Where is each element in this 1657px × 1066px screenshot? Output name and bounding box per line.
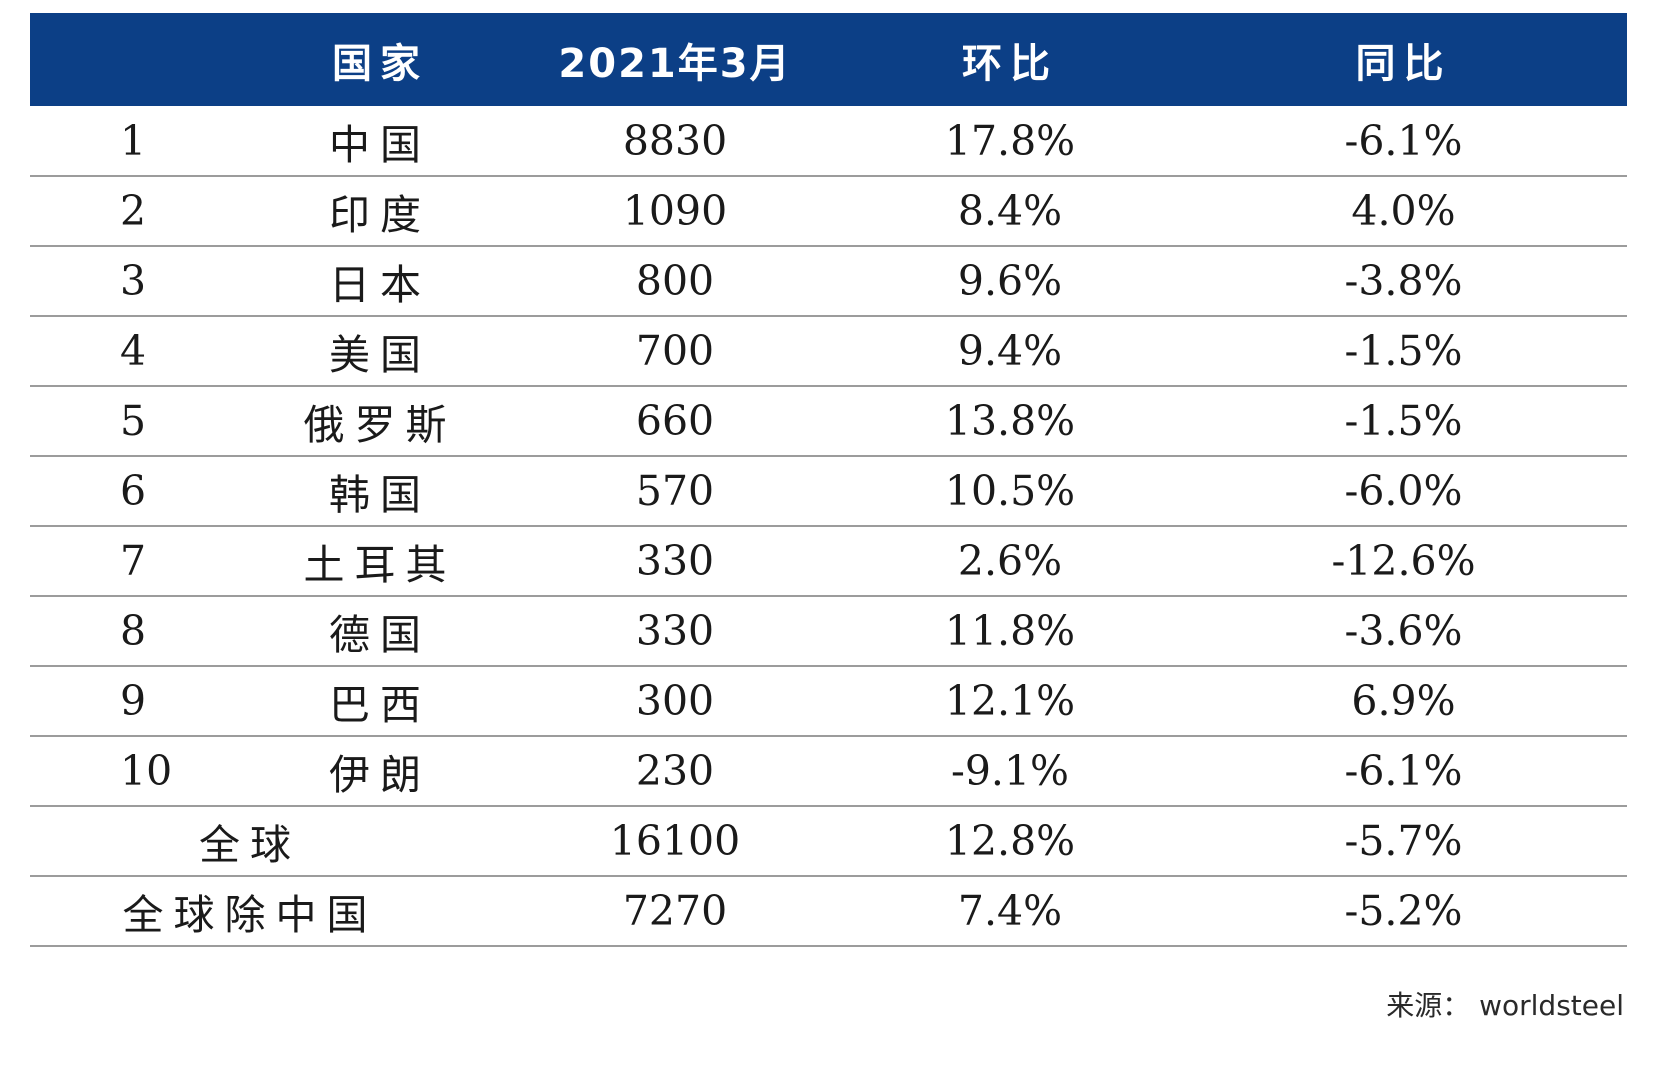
mom-cell: 17.8% (840, 106, 1180, 177)
table-body: 1 中国 8830 17.8% -6.1% 2 印度 1090 8.4% 4.0… (30, 106, 1627, 947)
header-row: 国家 2021年3月 环比 同比 (30, 13, 1627, 106)
rank-cell: 2 (30, 176, 250, 247)
header-country: 国家 (332, 40, 428, 87)
yoy-cell: -5.7% (1180, 806, 1627, 877)
volume-cell: 330 (510, 596, 840, 667)
table-row: 2 印度 1090 8.4% 4.0% (30, 176, 1627, 247)
summary-label-cell: 全球 (30, 806, 510, 877)
rank-cell: 5 (30, 386, 250, 457)
volume-cell: 570 (510, 456, 840, 527)
rank-cell: 6 (30, 456, 250, 527)
table-row: 8 德国 330 11.8% -3.6% (30, 596, 1627, 667)
header-mom: 环比 (962, 40, 1058, 87)
table-row: 4 美国 700 9.4% -1.5% (30, 316, 1627, 387)
volume-cell: 330 (510, 526, 840, 597)
mom-cell: 10.5% (840, 456, 1180, 527)
mom-cell: -9.1% (840, 736, 1180, 807)
volume-cell: 230 (510, 736, 840, 807)
yoy-cell: 4.0% (1180, 176, 1627, 247)
country-cell: 中国 (250, 106, 510, 177)
table-row: 5 俄罗斯 660 13.8% -1.5% (30, 386, 1627, 457)
country-cell: 伊朗 (250, 736, 510, 807)
volume-cell: 800 (510, 246, 840, 317)
country-cell: 韩国 (250, 456, 510, 527)
table-row: 9 巴西 300 12.1% 6.9% (30, 666, 1627, 737)
country-cell: 美国 (250, 316, 510, 387)
summary-row: 全球除中国 7270 7.4% -5.2% (30, 876, 1627, 947)
yoy-cell: -1.5% (1180, 386, 1627, 457)
summary-row: 全球 16100 12.8% -5.7% (30, 806, 1627, 877)
volume-cell: 7270 (510, 876, 840, 947)
header-yoy: 同比 (1355, 40, 1452, 87)
mom-cell: 11.8% (840, 596, 1180, 667)
volume-cell: 16100 (510, 806, 840, 877)
rank-cell: 3 (30, 246, 250, 317)
yoy-cell: -1.5% (1180, 316, 1627, 387)
table-row: 10 伊朗 230 -9.1% -6.1% (30, 736, 1627, 807)
volume-cell: 700 (510, 316, 840, 387)
yoy-cell: -3.6% (1180, 596, 1627, 667)
summary-label-cell: 全球除中国 (30, 876, 510, 947)
rank-cell: 8 (30, 596, 250, 667)
mom-cell: 12.1% (840, 666, 1180, 737)
mom-cell: 9.4% (840, 316, 1180, 387)
yoy-cell: -3.8% (1180, 246, 1627, 317)
mom-cell: 7.4% (840, 876, 1180, 947)
mom-cell: 12.8% (840, 806, 1180, 877)
volume-cell: 8830 (510, 106, 840, 177)
rank-cell: 7 (30, 526, 250, 597)
rank-cell: 9 (30, 666, 250, 737)
country-cell: 印度 (250, 176, 510, 247)
yoy-cell: 6.9% (1180, 666, 1627, 737)
header-volume: 2021年3月 (558, 40, 792, 87)
country-cell: 德国 (250, 596, 510, 667)
table-row: 3 日本 800 9.6% -3.8% (30, 246, 1627, 317)
source-note: 来源： worldsteel (1386, 989, 1624, 1022)
table-row: 7 土耳其 330 2.6% -12.6% (30, 526, 1627, 597)
rank-cell: 1 (30, 106, 250, 177)
country-cell: 俄罗斯 (250, 386, 510, 457)
header-rank (30, 13, 250, 106)
table-row: 1 中国 8830 17.8% -6.1% (30, 106, 1627, 177)
yoy-cell: -12.6% (1180, 526, 1627, 597)
table-row: 6 韩国 570 10.5% -6.0% (30, 456, 1627, 527)
volume-cell: 1090 (510, 176, 840, 247)
mom-cell: 13.8% (840, 386, 1180, 457)
rank-cell: 4 (30, 316, 250, 387)
yoy-cell: -5.2% (1180, 876, 1627, 947)
table-header: 国家 2021年3月 环比 同比 (30, 13, 1627, 106)
mom-cell: 8.4% (840, 176, 1180, 247)
country-cell: 巴西 (250, 666, 510, 737)
yoy-cell: -6.1% (1180, 736, 1627, 807)
mom-cell: 2.6% (840, 526, 1180, 597)
yoy-cell: -6.0% (1180, 456, 1627, 527)
mom-cell: 9.6% (840, 246, 1180, 317)
volume-cell: 660 (510, 386, 840, 457)
country-cell: 日本 (250, 246, 510, 317)
volume-cell: 300 (510, 666, 840, 737)
rank-cell: 10 (30, 736, 250, 807)
yoy-cell: -6.1% (1180, 106, 1627, 177)
country-cell: 土耳其 (250, 526, 510, 597)
steel-production-table: 国家 2021年3月 环比 同比 1 中国 8830 17.8% -6.1% 2… (30, 13, 1627, 947)
